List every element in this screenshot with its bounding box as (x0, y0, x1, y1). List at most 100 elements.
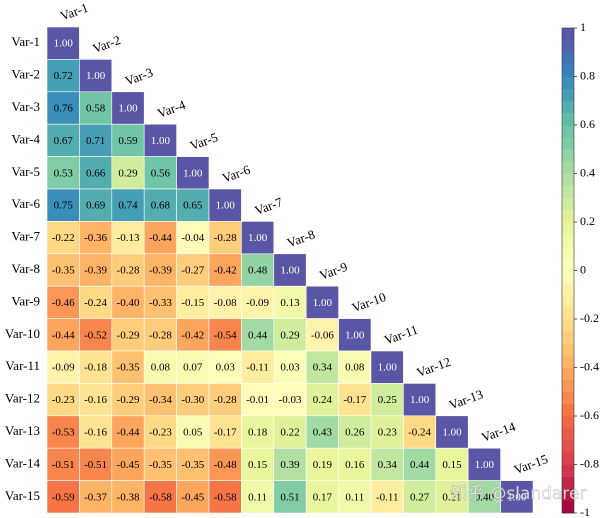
heatmap-cell (46, 383, 80, 417)
cell-label: 0.34 (313, 362, 333, 374)
cell-label: 0.72 (54, 70, 73, 82)
cell-label: -0.44 (149, 232, 172, 244)
row-label: Var-2 (11, 67, 40, 82)
cell-label: -0.35 (181, 459, 204, 471)
colorbar-band (562, 379, 574, 393)
cell-label: 1.00 (118, 103, 138, 115)
colorbar-band (562, 185, 574, 199)
colorbar-band (562, 246, 574, 259)
heatmap-cell (241, 383, 275, 417)
cell-label: 0.48 (248, 265, 268, 277)
cell-label: -0.46 (52, 297, 75, 309)
row-label: Var-11 (5, 358, 40, 373)
watermark: 知乎 @slandarer (450, 484, 586, 504)
heatmap-cell (305, 415, 339, 449)
heatmap-cell (176, 318, 210, 352)
heatmap-cell (143, 415, 177, 449)
cell-label: 0.71 (86, 135, 105, 147)
colorbar-band (562, 149, 574, 162)
column-label: Var-11 (382, 322, 420, 348)
heatmap-cell (208, 188, 242, 222)
cell-label: -0.39 (84, 265, 107, 277)
cell-label: 0.11 (248, 491, 267, 503)
cell-label: 1.00 (442, 427, 462, 439)
column-label: Var-4 (155, 97, 187, 121)
cell-label: -0.11 (246, 362, 269, 374)
cell-label: 0.43 (313, 427, 333, 439)
column-label: Var-1 (58, 0, 90, 24)
cell-label: 1.00 (475, 459, 495, 471)
heatmap-cell (208, 447, 242, 481)
heatmap-cell (143, 188, 177, 222)
colorbar-band (562, 428, 574, 441)
column-label: Var-6 (220, 162, 252, 186)
colorbar-band (562, 282, 574, 296)
colorbar-tick-label: -0.8 (580, 456, 599, 470)
heatmap-cell (338, 383, 372, 417)
row-label: Var-3 (11, 99, 40, 114)
colorbar-tick-label: 0 (580, 262, 586, 276)
heatmap-cell (208, 350, 242, 384)
cell-label: -0.42 (214, 265, 237, 277)
cell-label: -0.01 (246, 394, 269, 406)
heatmap-cell (111, 480, 145, 514)
cell-label: -0.36 (84, 232, 107, 244)
heatmap-cell (338, 415, 372, 449)
row-label: Var-9 (11, 293, 40, 308)
column-label: Var-5 (188, 129, 220, 153)
colorbar-band (562, 64, 574, 77)
cell-label: 0.27 (410, 491, 430, 503)
heatmap-cell (111, 383, 145, 417)
cell-label: -0.23 (149, 427, 172, 439)
heatmap-cell (46, 318, 80, 352)
cell-label: 0.24 (313, 394, 333, 406)
row-label: Var-1 (11, 34, 40, 49)
heatmap-cell (403, 447, 437, 481)
cell-label: 0.11 (345, 491, 364, 503)
colorbar-band (562, 161, 574, 174)
cell-label: -0.44 (52, 329, 75, 341)
cell-label: -0.11 (376, 491, 399, 503)
cell-label: 1.00 (378, 362, 398, 374)
cell-label: -0.53 (52, 427, 75, 439)
heatmap-cell (370, 415, 404, 449)
heatmap-cell (143, 221, 177, 255)
heatmap-cell (176, 480, 210, 514)
cell-label: 0.76 (54, 103, 74, 115)
cell-label: 0.15 (248, 459, 268, 471)
colorbar-band (562, 306, 574, 320)
cell-label: 0.05 (183, 427, 203, 439)
column-label: Var-3 (123, 65, 155, 89)
cell-label: -0.35 (52, 265, 75, 277)
cell-label: -0.51 (84, 459, 107, 471)
colorbar-band (562, 209, 574, 223)
cell-label: 0.23 (378, 427, 398, 439)
heatmap-cell (241, 221, 275, 255)
colorbar-band (562, 28, 574, 41)
heatmap-cell (435, 480, 469, 514)
colorbar-band (562, 488, 574, 502)
cell-label: -0.39 (149, 265, 172, 277)
colorbar-band (562, 367, 574, 380)
colorbar-band (562, 294, 574, 308)
cell-label: -0.22 (52, 232, 75, 244)
cell-label: 0.75 (54, 200, 74, 212)
cell-label: 1.00 (313, 297, 333, 309)
heatmap-cell (143, 447, 177, 481)
row-label: Var-13 (5, 423, 40, 438)
cell-label: 1.00 (54, 38, 74, 50)
heatmap-cell (208, 318, 242, 352)
cell-label: 0.66 (86, 167, 106, 179)
heatmap-cell (208, 383, 242, 417)
cell-label: -0.35 (149, 459, 172, 471)
colorbar-band (562, 440, 574, 453)
cell-label: 0.44 (248, 329, 268, 341)
cell-label: -0.04 (181, 232, 204, 244)
column-label: Var-8 (285, 227, 317, 251)
cell-label: 0.68 (151, 200, 171, 212)
row-label: Var-7 (11, 229, 40, 244)
heatmap-cell (79, 188, 113, 222)
cell-label: 0.34 (378, 459, 398, 471)
cell-label: 0.15 (442, 459, 462, 471)
colorbar-band (562, 416, 574, 429)
